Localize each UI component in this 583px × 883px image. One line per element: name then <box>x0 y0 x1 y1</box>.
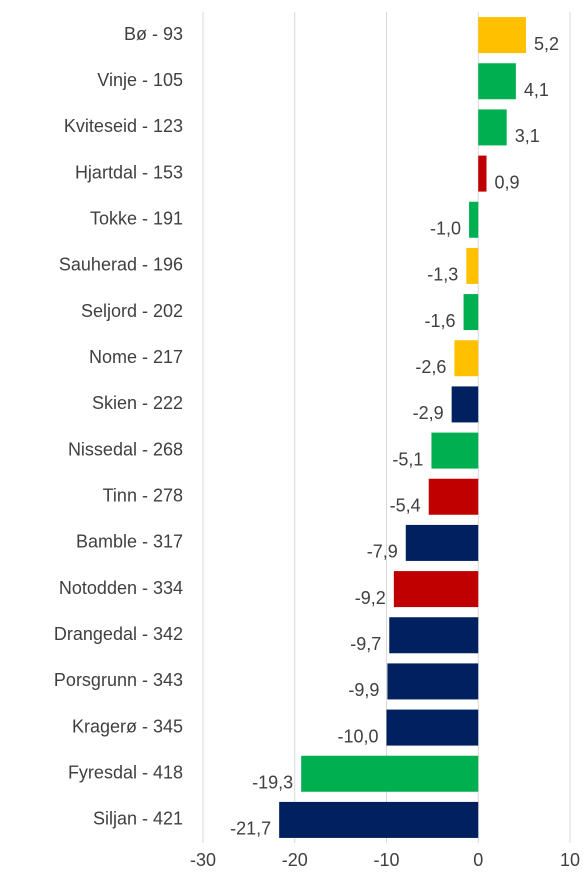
y-tick-label: Bamble - 317 <box>76 532 183 552</box>
y-tick-label: Siljan - 421 <box>93 809 183 829</box>
bar <box>431 432 479 469</box>
value-label: -9,7 <box>350 634 381 654</box>
y-tick-label: Fyresdal - 418 <box>68 763 183 783</box>
value-label: -9,2 <box>355 588 386 608</box>
x-tick-label: -30 <box>190 850 216 870</box>
y-tick-label: Vinje - 105 <box>97 70 183 90</box>
y-tick-label: Seljord - 202 <box>81 301 183 321</box>
bar <box>279 801 479 838</box>
value-label: -5,1 <box>392 449 423 469</box>
value-label: -2,9 <box>413 403 444 423</box>
bar <box>478 17 526 54</box>
y-tick-label: Tokke - 191 <box>90 209 183 229</box>
value-label: -7,9 <box>367 542 398 562</box>
value-label: -9,9 <box>348 680 379 700</box>
bar <box>451 386 479 423</box>
y-tick-label: Skien - 222 <box>92 393 183 413</box>
y-tick-label: Kragerø - 345 <box>72 716 183 736</box>
y-tick-label: Sauherad - 196 <box>59 255 183 275</box>
value-label: -21,7 <box>230 819 271 839</box>
y-tick-label: Kviteseid - 123 <box>64 116 183 136</box>
bar <box>386 709 479 746</box>
value-label: 5,2 <box>534 34 559 54</box>
bar <box>454 340 479 377</box>
bar <box>466 247 479 284</box>
y-tick-label: Nome - 217 <box>89 347 183 367</box>
x-tick-label: 0 <box>473 850 483 870</box>
bar <box>393 571 479 608</box>
value-label: -5,4 <box>390 496 421 516</box>
bar <box>405 524 479 561</box>
x-tick-label: -10 <box>373 850 399 870</box>
y-tick-label: Bø - 93 <box>124 24 183 44</box>
bar <box>301 755 479 792</box>
value-label: -2,6 <box>415 357 446 377</box>
value-label: -10,0 <box>337 726 378 746</box>
y-tick-label: Drangedal - 342 <box>54 624 183 644</box>
value-label: -1,6 <box>425 311 456 331</box>
y-tick-label: Hjartdal - 153 <box>75 162 183 182</box>
x-tick-label: 10 <box>560 850 580 870</box>
bar <box>469 201 479 238</box>
value-label: -19,3 <box>252 773 293 793</box>
bar <box>463 294 479 331</box>
bar <box>478 109 507 146</box>
y-tick-label: Porsgrunn - 343 <box>54 670 183 690</box>
y-tick-label: Tinn - 278 <box>103 486 183 506</box>
y-tick-label: Notodden - 334 <box>59 578 183 598</box>
bar <box>428 478 479 515</box>
value-label: 4,1 <box>524 80 549 100</box>
bar <box>387 663 479 700</box>
value-label: 3,1 <box>515 126 540 146</box>
y-tick-label: Nissedal - 268 <box>68 439 183 459</box>
bar <box>478 63 516 100</box>
bar <box>389 617 479 654</box>
bar <box>478 155 487 192</box>
value-label: -1,0 <box>430 219 461 239</box>
value-label: 0,9 <box>495 172 520 192</box>
value-label: -1,3 <box>427 265 458 285</box>
x-tick-label: -20 <box>282 850 308 870</box>
